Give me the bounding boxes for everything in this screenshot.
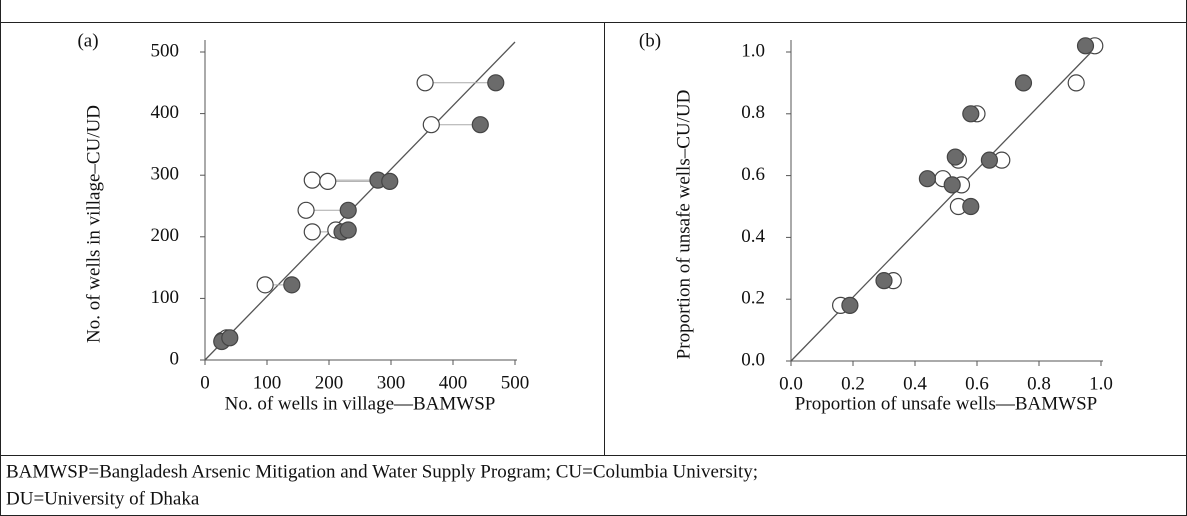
x-axis-label: Proportion of unsafe wells—BAMWSP: [795, 393, 1097, 414]
y-axis-label: Proportion of unsafe wells–CU/UD: [673, 90, 694, 360]
filled-point: [943, 176, 961, 194]
y-tick-label: 0.6: [741, 164, 765, 185]
filled-point: [381, 172, 399, 190]
filled-point: [875, 272, 893, 290]
x-tick-label: 100: [253, 372, 282, 393]
x-tick-label: 500: [501, 372, 530, 393]
filled-point: [471, 116, 489, 134]
x-tick-label: 0: [200, 372, 210, 393]
filled-point: [946, 148, 964, 166]
footnote: DU=University of Dhaka: [6, 488, 200, 509]
filled-point: [962, 105, 980, 123]
footnote: BAMWSP=Bangladesh Arsenic Mitigation and…: [6, 461, 758, 482]
x-tick-label: 0.8: [1027, 373, 1051, 394]
filled-point: [339, 221, 357, 239]
x-tick-label: 300: [377, 372, 406, 393]
x-tick-label: 0.2: [841, 373, 865, 394]
y-axis-label: No. of wells in village–CU/UD: [83, 105, 104, 343]
panel-label: (b): [639, 30, 661, 51]
open-point: [416, 74, 434, 92]
filled-point: [1076, 37, 1095, 55]
open-point: [303, 171, 321, 189]
y-tick-label: 1.0: [741, 40, 765, 61]
x-tick-label: 0.4: [903, 373, 927, 394]
filled-point: [1014, 74, 1033, 92]
filled-point: [487, 74, 505, 92]
open-point: [422, 116, 440, 134]
y-tick-label: 300: [151, 164, 180, 185]
open-point: [297, 201, 315, 219]
filled-point: [841, 296, 859, 314]
filled-point: [283, 276, 301, 294]
filled-point: [918, 170, 937, 188]
y-tick-label: 0.8: [741, 102, 765, 123]
x-axis-label: No. of wells in village—BAMWSP: [225, 393, 496, 414]
open-point: [1067, 74, 1085, 92]
open-point: [303, 223, 321, 241]
y-tick-label: 100: [151, 287, 180, 308]
y-tick-label: 400: [151, 102, 180, 123]
y-tick-label: 0.2: [741, 288, 765, 309]
y-tick-label: 0.4: [741, 226, 765, 247]
diagonal-line: [204, 41, 516, 361]
open-point: [256, 276, 274, 294]
filled-point: [980, 151, 999, 169]
y-tick-label: 200: [151, 225, 180, 246]
filled-point: [221, 329, 239, 347]
y-tick-label: 0.0: [741, 349, 765, 370]
panel-label: (a): [77, 30, 98, 51]
y-tick-label: 0: [170, 348, 180, 369]
x-tick-label: 200: [315, 372, 344, 393]
x-tick-label: 400: [439, 372, 468, 393]
y-tick-label: 500: [151, 40, 180, 61]
x-tick-label: 1.0: [1089, 373, 1113, 394]
open-point: [319, 172, 337, 190]
filled-point: [339, 201, 357, 219]
filled-point: [962, 197, 980, 216]
x-tick-label: 0.6: [965, 373, 989, 394]
x-tick-label: 0.0: [779, 373, 803, 394]
